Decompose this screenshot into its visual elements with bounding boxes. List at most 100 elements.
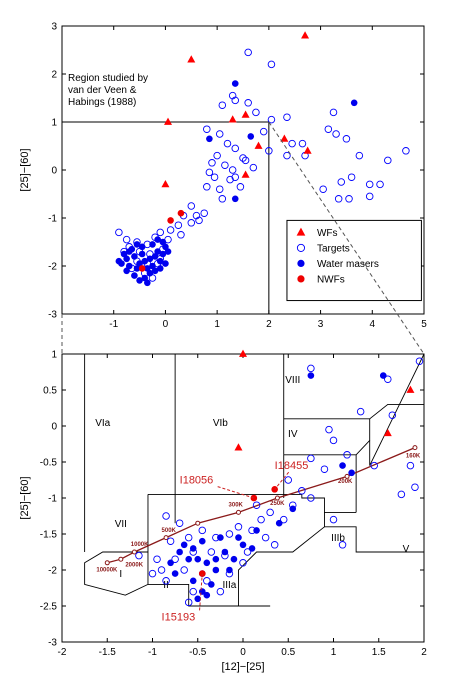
bottom-ytick-label: -1 bbox=[48, 494, 57, 505]
top-wfs-point bbox=[280, 134, 289, 142]
top-water-masers-point bbox=[247, 133, 255, 140]
bottom-plot-frame bbox=[61, 353, 425, 643]
bottom-wfs-point bbox=[383, 428, 392, 437]
region-note-line: Region studied by bbox=[68, 73, 148, 84]
top-water-masers-point bbox=[151, 267, 159, 275]
bottom-xtick-label: -2 bbox=[58, 647, 67, 658]
top-targets-point bbox=[115, 228, 123, 237]
top-water-masers-point bbox=[146, 269, 154, 277]
top-targets-point bbox=[376, 180, 384, 189]
bottom-water-masers-point bbox=[189, 577, 197, 585]
region-label-vib: VIb bbox=[213, 418, 228, 429]
bottom-panel: -2 -1.5 -1 -0.5 0 0.5 1 1.5 2 -3 -2.5 -2 -1.5 -1 -0.5 0… bbox=[19, 350, 427, 674]
temperature-label: 160K bbox=[406, 454, 421, 460]
blackbody-curve-point bbox=[412, 445, 418, 451]
bottom-targets-point bbox=[153, 555, 161, 563]
top-targets-point bbox=[239, 154, 247, 162]
bottom-targets-point bbox=[307, 454, 315, 463]
bottom-targets-point bbox=[307, 494, 315, 502]
bottom-targets-point bbox=[279, 515, 288, 524]
top-xtick-label: 0 bbox=[163, 319, 169, 330]
bottom-targets-point bbox=[198, 526, 207, 535]
region-label-ii: II bbox=[163, 580, 169, 591]
bottom-water-masers-point bbox=[203, 591, 211, 599]
bottom-targets-point bbox=[284, 476, 293, 484]
source-leader-line bbox=[274, 471, 290, 490]
blackbody-curve-point bbox=[163, 535, 169, 541]
top-water-masers-point bbox=[159, 238, 167, 246]
region-label-iiia: IIIa bbox=[222, 580, 236, 591]
bottom-targets-point bbox=[266, 508, 274, 517]
legend-wfs-label: WFs bbox=[317, 228, 338, 239]
bottom-targets-point bbox=[411, 483, 419, 491]
bottom-targets-point bbox=[356, 407, 365, 416]
top-targets-point bbox=[259, 127, 268, 136]
legend-targets-label: Targets bbox=[317, 243, 350, 254]
top-wfs-point bbox=[161, 180, 170, 188]
bottom-targets-point bbox=[234, 523, 243, 531]
top-panel: -1 0 1 2 3 4 5 -3 -2 -1 0 1 2 3 [25]−[60] Region stud… bbox=[19, 22, 427, 331]
top-targets-point bbox=[231, 173, 239, 181]
region-boundary bbox=[283, 403, 424, 420]
region-label-iv: IV bbox=[288, 429, 298, 440]
top-xtick-label: 4 bbox=[370, 319, 376, 330]
region-boundary bbox=[147, 493, 357, 513]
bottom-xtick-label: 1.5 bbox=[372, 647, 386, 658]
top-targets-point bbox=[156, 228, 165, 237]
bottom-targets-point bbox=[384, 375, 392, 383]
bottom-targets-point bbox=[184, 598, 193, 607]
bottom-water-masers-point bbox=[235, 534, 242, 541]
top-targets-point bbox=[187, 219, 196, 227]
blackbody-curve-point bbox=[118, 556, 124, 562]
bottom-water-masers-point bbox=[189, 545, 197, 552]
bottom-targets-point bbox=[148, 569, 157, 578]
source-label-i15193: I15193 bbox=[162, 611, 196, 623]
bottom-ytick-label: -3 bbox=[48, 638, 57, 649]
bottom-targets-point bbox=[162, 577, 170, 585]
top-ytick-label: -2 bbox=[48, 262, 57, 273]
top-targets-point bbox=[244, 99, 252, 107]
bottom-water-masers-point bbox=[289, 505, 297, 513]
top-targets-point bbox=[200, 209, 208, 217]
temperature-label: 250K bbox=[270, 501, 285, 507]
temperature-label: 300K bbox=[229, 503, 244, 509]
zoom-connectors bbox=[61, 121, 425, 355]
top-nwfs-point bbox=[167, 217, 174, 224]
bottom-water-masers-point bbox=[275, 519, 283, 527]
bottom-xtick-label: 1 bbox=[331, 647, 337, 658]
bottom-xtick-label: -0.5 bbox=[189, 647, 207, 658]
blackbody-curve-point bbox=[104, 560, 110, 566]
bottom-targets-point bbox=[184, 533, 193, 542]
top-ytick-label: -1 bbox=[48, 214, 57, 225]
top-water-masers-point bbox=[136, 277, 143, 284]
top-targets-point bbox=[298, 139, 307, 148]
bottom-y-axis-label: [25]−[60] bbox=[19, 476, 31, 519]
bottom-targets-point bbox=[225, 530, 234, 538]
legend-box bbox=[286, 219, 422, 302]
blackbody-curve-point bbox=[274, 495, 280, 501]
top-xtick-label: 1 bbox=[214, 319, 220, 330]
bottom-water-masers-point bbox=[167, 559, 174, 567]
region-note-line: van der Veen & bbox=[68, 85, 137, 96]
top-wfs-point bbox=[241, 110, 250, 118]
classification-region-boundaries bbox=[84, 353, 425, 607]
temperature-label: 2000K bbox=[125, 562, 143, 568]
top-targets-point bbox=[218, 195, 227, 203]
blackbody-curve-point bbox=[344, 473, 350, 479]
region-note-line: Habings (1988) bbox=[68, 97, 136, 108]
temperature-label: 10000K bbox=[96, 567, 118, 573]
top-targets-point bbox=[283, 113, 291, 121]
top-targets-point bbox=[332, 130, 340, 138]
top-targets-point bbox=[319, 185, 327, 193]
top-targets-point bbox=[174, 221, 183, 229]
temperature-label: 200K bbox=[338, 479, 353, 485]
top-targets-point bbox=[324, 125, 333, 133]
bottom-water-masers-point bbox=[217, 534, 224, 541]
top-water-masers-point bbox=[133, 241, 141, 248]
top-targets-point bbox=[221, 161, 229, 169]
top-water-masers-point bbox=[154, 248, 161, 255]
top-targets-point bbox=[267, 115, 276, 124]
top-wfs-point bbox=[303, 146, 312, 154]
bottom-ytick-label: -0.5 bbox=[40, 458, 58, 469]
bottom-ytick-label: 1 bbox=[51, 350, 57, 361]
